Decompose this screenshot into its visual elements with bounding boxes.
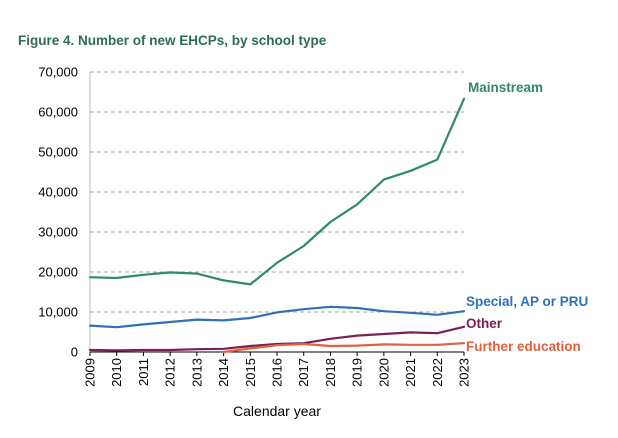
series-line-further-education (222, 342, 466, 354)
y-tick-label: 0 (71, 345, 78, 360)
x-tick-label: 2010 (109, 358, 124, 387)
y-axis-ticks: 0 10,000 20,000 30,000 40,000 50,000 60,000 70,… (38, 65, 78, 360)
series-label: Special, AP or PRU (466, 294, 588, 309)
x-tick-label: 2014 (216, 358, 231, 387)
series-label: Further education (466, 339, 581, 354)
series-labels: Mainstream Special, AP or PRU Other Further… (466, 80, 588, 354)
y-tick-label: 60,000 (38, 105, 78, 120)
x-tick-label: 2020 (376, 358, 391, 387)
y-tick-label: 30,000 (38, 225, 78, 240)
series-line-other (88, 325, 466, 352)
series-line-mainstream (88, 97, 466, 286)
x-axis-label: Calendar year (233, 403, 321, 419)
x-tick-label: 2019 (350, 358, 365, 387)
x-tick-label: 2023 (457, 358, 472, 387)
x-tick-label: 2021 (403, 358, 418, 387)
x-tick-label: 2011 (136, 358, 151, 386)
x-axis-ticks: 2009 2010 2011 2012 2013 2014 2015 2016 2017 2018… (83, 352, 472, 387)
x-tick-label: 2013 (189, 358, 204, 387)
y-tick-label: 40,000 (38, 185, 78, 200)
x-tick-label: 2017 (296, 358, 311, 387)
series-label: Mainstream (468, 80, 543, 95)
y-tick-label: 10,000 (38, 305, 78, 320)
y-tick-label: 70,000 (38, 65, 78, 80)
grid-lines (90, 71, 464, 313)
x-tick-label: 2012 (163, 358, 178, 387)
x-tick-label: 2018 (323, 358, 338, 387)
y-tick-label: 50,000 (38, 145, 78, 160)
series-label: Other (466, 316, 503, 331)
x-tick-label: 2016 (270, 358, 285, 387)
chart-title: Figure 4. Number of new EHCPs, by school… (18, 33, 327, 48)
series-lines (88, 97, 466, 354)
y-tick-label: 20,000 (38, 265, 78, 280)
x-tick-label: 2009 (83, 358, 98, 387)
series-line-special-ap-or-pru (88, 305, 466, 329)
x-tick-label: 2022 (430, 358, 445, 387)
x-tick-label: 2015 (243, 358, 258, 387)
